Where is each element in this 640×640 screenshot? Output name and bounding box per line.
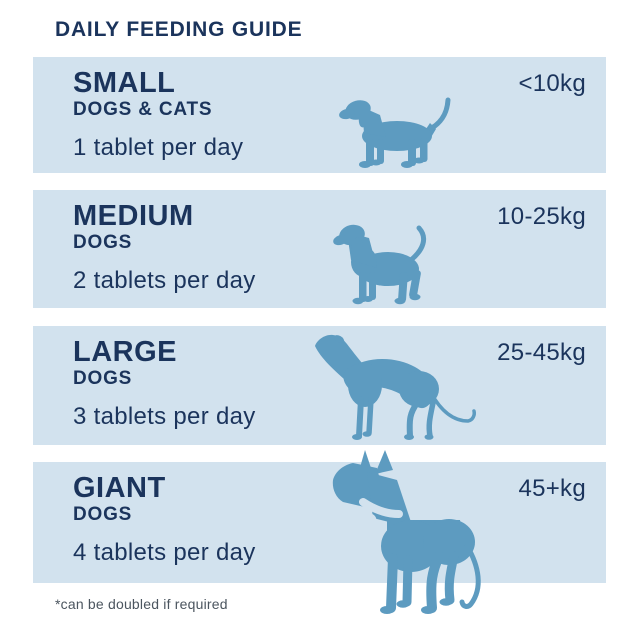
footnote: *can be doubled if required: [55, 596, 228, 612]
weight-range-label: <10kg: [518, 70, 586, 97]
animal-type-label: DOGS: [73, 504, 133, 526]
animal-type-label: DOGS: [73, 368, 133, 390]
dachshund-icon: [339, 97, 451, 168]
row-text-block: GIANT DOGS 4 tablets per day: [73, 473, 256, 567]
size-label: GIANT: [73, 472, 166, 504]
size-label: MEDIUM: [73, 200, 194, 232]
weight-range-label: 10-25kg: [497, 203, 586, 230]
page-title: DAILY FEEDING GUIDE: [55, 18, 303, 41]
feeding-row-medium: MEDIUM DOGS 2 tablets per day 10-25kg: [33, 190, 606, 308]
dose-label: 2 tablets per day: [73, 267, 256, 295]
weight-range-label: 45+kg: [518, 475, 586, 502]
weight-range-label: 25-45kg: [497, 339, 586, 366]
size-label: SMALL: [73, 67, 176, 99]
size-label: LARGE: [73, 336, 177, 368]
feeding-row-large: LARGE DOGS 3 tablets per day 25-45kg: [33, 326, 606, 445]
dose-label: 1 tablet per day: [73, 134, 244, 162]
feeding-row-giant: GIANT DOGS 4 tablets per day 45+kg: [33, 450, 606, 614]
beagle-icon: [333, 224, 427, 305]
dose-label: 3 tablets per day: [73, 403, 256, 431]
row-text-block: MEDIUM DOGS 2 tablets per day: [73, 201, 256, 295]
greyhound-icon: [315, 334, 476, 440]
row-text-block: SMALL DOGS & CATS 1 tablet per day: [73, 68, 243, 162]
animal-type-label: DOGS & CATS: [73, 99, 213, 121]
row-text-block: LARGE DOGS 3 tablets per day: [73, 337, 256, 431]
feeding-row-small: SMALL DOGS & CATS 1 tablet per day <10kg: [33, 57, 606, 173]
dose-label: 4 tablets per day: [73, 539, 256, 567]
animal-type-label: DOGS: [73, 232, 133, 254]
great-dane-icon: [332, 450, 481, 614]
